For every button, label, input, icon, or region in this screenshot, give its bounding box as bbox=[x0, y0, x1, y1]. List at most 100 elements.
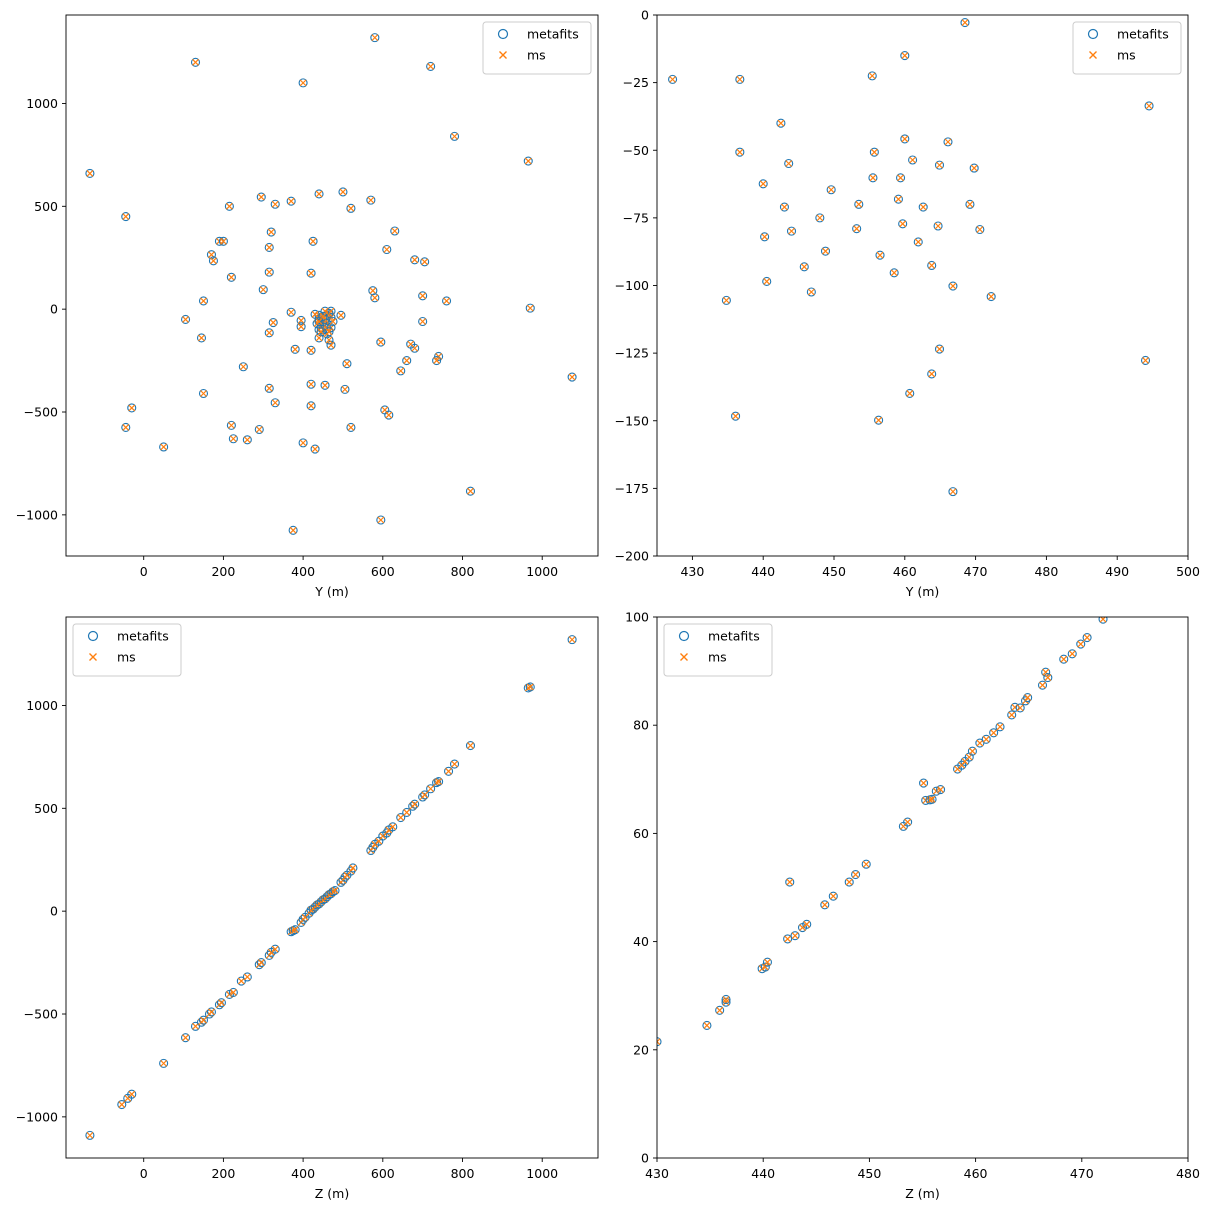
metafits-marker bbox=[523, 683, 533, 693]
data-point bbox=[159, 442, 169, 452]
data-point bbox=[342, 359, 352, 369]
metafits-marker bbox=[420, 790, 430, 800]
ms-marker bbox=[315, 190, 323, 198]
metafits-marker bbox=[776, 118, 786, 128]
data-point bbox=[402, 356, 412, 366]
metafits-marker bbox=[1037, 680, 1048, 690]
data-point bbox=[306, 268, 316, 278]
data-point bbox=[776, 118, 786, 128]
metafits-marker bbox=[256, 192, 266, 202]
ms-marker bbox=[736, 75, 744, 83]
data-point bbox=[121, 212, 131, 222]
data-point bbox=[828, 891, 838, 901]
data-point bbox=[820, 246, 831, 256]
metafits-marker bbox=[288, 525, 298, 535]
ms-marker bbox=[271, 945, 279, 953]
ms-marker bbox=[198, 334, 205, 342]
metafits-marker bbox=[190, 1021, 201, 1031]
metafits-marker bbox=[268, 317, 278, 328]
metafits-marker bbox=[444, 766, 454, 776]
y-tick-label: 0 bbox=[50, 302, 58, 317]
panel-bottom-right: 430 440 450 460 470 480 0 20 40 60 80 100 Z (m) metaf… bbox=[625, 610, 1200, 1202]
x-tick-label: 0 bbox=[140, 564, 148, 579]
data-point bbox=[908, 155, 918, 165]
metafits-marker bbox=[948, 281, 958, 291]
data-point bbox=[396, 813, 406, 823]
x-tick-label: 600 bbox=[371, 1166, 395, 1181]
ms-marker bbox=[349, 864, 357, 872]
metafits-marker bbox=[525, 303, 535, 313]
ms-marker bbox=[329, 318, 337, 325]
ms-marker bbox=[443, 297, 450, 305]
data-point bbox=[995, 722, 1005, 732]
metafits-marker bbox=[785, 877, 795, 887]
legend-ms-icon bbox=[89, 653, 97, 661]
metafits-marker bbox=[264, 328, 274, 338]
data-point bbox=[270, 398, 280, 408]
ms-marker bbox=[265, 268, 273, 276]
x-tick-label: 200 bbox=[211, 1166, 235, 1181]
x-tick-label: 430 bbox=[680, 564, 704, 579]
metafits-marker bbox=[396, 366, 406, 376]
ms-marker bbox=[451, 132, 458, 140]
data-point bbox=[943, 137, 953, 147]
metafits-marker bbox=[426, 784, 436, 794]
ms-marker bbox=[895, 195, 902, 203]
data-point bbox=[376, 515, 386, 525]
metafits-marker bbox=[731, 411, 741, 421]
ms-marker bbox=[1039, 681, 1046, 689]
data-point bbox=[449, 131, 460, 141]
metafits-marker bbox=[790, 931, 800, 941]
ms-marker bbox=[901, 135, 909, 143]
metafits-marker bbox=[449, 759, 460, 769]
ms-marker bbox=[736, 148, 744, 156]
data-point bbox=[426, 61, 436, 71]
metafits-marker bbox=[418, 316, 428, 327]
metafits-marker bbox=[927, 794, 937, 804]
metafits-marker bbox=[270, 398, 280, 408]
data-point bbox=[799, 262, 809, 272]
metafits-marker bbox=[434, 777, 444, 787]
data-point bbox=[786, 226, 797, 236]
ms-marker bbox=[433, 357, 441, 365]
data-point bbox=[981, 734, 991, 744]
metafits-marker bbox=[1098, 617, 1108, 624]
data-point bbox=[869, 147, 879, 157]
y-tick-label: 1000 bbox=[26, 96, 58, 111]
metafits-marker bbox=[306, 379, 316, 389]
ms-marker bbox=[265, 384, 273, 392]
metafits-marker bbox=[410, 799, 420, 809]
data-point bbox=[326, 340, 336, 350]
ms-marker bbox=[961, 19, 969, 26]
data-point bbox=[900, 134, 910, 144]
metafits-marker bbox=[384, 410, 394, 420]
metafits-marker bbox=[127, 1089, 137, 1099]
ms-marker bbox=[315, 318, 323, 325]
y-tick-label: 500 bbox=[34, 801, 58, 816]
data-point bbox=[731, 411, 741, 421]
metafits-marker bbox=[927, 369, 937, 379]
data-point bbox=[1037, 680, 1048, 690]
data-point bbox=[702, 1020, 712, 1031]
ms-marker bbox=[182, 316, 189, 323]
ms-marker bbox=[936, 345, 943, 353]
data-point bbox=[242, 435, 252, 445]
ms-marker bbox=[297, 317, 305, 324]
data-point bbox=[721, 994, 731, 1005]
ms-marker bbox=[200, 1016, 207, 1024]
data-points bbox=[85, 33, 577, 535]
data-point bbox=[238, 362, 248, 372]
data-point bbox=[328, 316, 338, 327]
ms-marker bbox=[271, 399, 279, 407]
x-tick-label: 480 bbox=[1176, 1166, 1200, 1181]
data-point bbox=[905, 388, 915, 398]
metafits-marker bbox=[820, 900, 830, 910]
data-point bbox=[934, 160, 945, 170]
metafits-marker bbox=[995, 722, 1005, 732]
legend: metafits ms bbox=[1072, 21, 1182, 75]
data-point bbox=[802, 919, 812, 929]
data-point bbox=[324, 327, 334, 337]
data-point bbox=[760, 232, 770, 242]
ms-marker bbox=[937, 786, 944, 794]
